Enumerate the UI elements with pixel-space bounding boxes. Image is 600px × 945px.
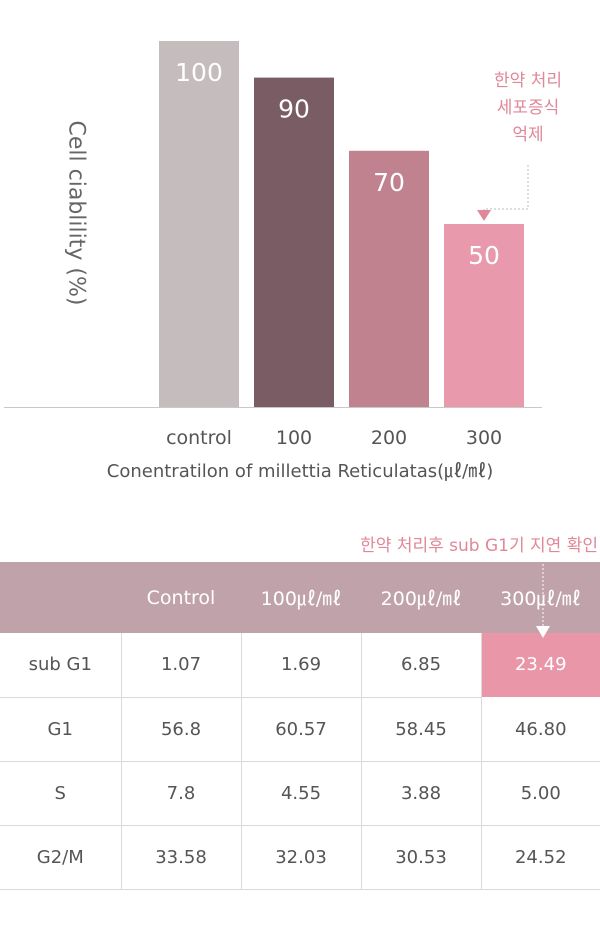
bar-200 (349, 150, 429, 408)
table-cell: 58.45 (361, 697, 482, 762)
header-cell (0, 562, 121, 633)
table-row: G1 56.8 60.57 58.45 46.80 (0, 697, 600, 762)
bar-chart: 100 control 90 100 70 200 50 300 Cell ciablilit… (4, 41, 588, 482)
header-cell: 100㎕/㎖ (260, 588, 342, 610)
x-tick-label: 200 (371, 427, 407, 449)
row-label: sub G1 (0, 633, 122, 698)
annotation-arrow-head (477, 210, 491, 221)
x-tick-label: 300 (466, 427, 502, 449)
header-cell: 300㎕/㎖ (500, 588, 581, 610)
highlighted-cell: 23.49 (481, 633, 600, 698)
table-annotation: 한약 처리후 sub G1기 지연 확인 (360, 536, 598, 556)
cell-cycle-table: Control 100㎕/㎖ 200㎕/㎖ 300㎕/㎖ sub G1 1.07… (0, 562, 600, 890)
chart-svg: 100 control 90 100 70 200 50 300 (4, 41, 542, 449)
bar-100 (254, 77, 334, 407)
table-cell: 56.8 (121, 697, 242, 762)
table-cell: 32.03 (241, 825, 362, 890)
chart-annotation-line: 세포증식 (496, 98, 560, 118)
table-cell: 33.58 (121, 825, 242, 890)
table-cell: 1.07 (121, 633, 242, 698)
bar-300 (444, 224, 524, 407)
annotation-pointer-line (483, 165, 529, 210)
row-label: G2/M (0, 825, 122, 890)
bar-value-label: 100 (175, 58, 223, 87)
y-axis-label: Cell ciablility (%) (63, 120, 89, 306)
table-cell: 4.55 (241, 761, 362, 826)
table-cell: 30.53 (361, 825, 482, 890)
table-cell: 3.88 (361, 761, 482, 826)
table-row: G2/M 33.58 32.03 30.53 24.52 (0, 825, 600, 890)
table-cell: 1.69 (241, 633, 362, 698)
bar-control (159, 41, 239, 407)
header-cell: 200㎕/㎖ (380, 588, 462, 610)
table-row: S 7.8 4.55 3.88 5.00 (0, 761, 600, 826)
table-cell: 60.57 (241, 697, 362, 762)
bar-value-label: 50 (468, 241, 500, 270)
row-label: S (0, 761, 122, 826)
chart-annotation: 한약 처리 세포증식 억제 (468, 68, 588, 149)
header-cell: Control (146, 586, 216, 609)
row-label: G1 (0, 697, 122, 762)
x-tick-label: 100 (276, 427, 312, 449)
chart-annotation-line: 한약 처리 (494, 71, 562, 91)
table-cell: 5.00 (481, 761, 600, 826)
table-cell: 6.85 (361, 633, 482, 698)
x-axis-label: Conentratilon of millettia Reticulatas(㎕… (106, 461, 494, 482)
x-tick-label: control (166, 427, 232, 449)
table-cell: 24.52 (481, 825, 600, 890)
table-cell: 46.80 (481, 697, 600, 762)
table-row: sub G1 1.07 1.69 6.85 23.49 (0, 633, 600, 698)
bar-value-label: 90 (278, 95, 310, 124)
table-header-row: Control 100㎕/㎖ 200㎕/㎖ 300㎕/㎖ (0, 562, 600, 633)
table-cell: 7.8 (121, 761, 242, 826)
chart-annotation-line: 억제 (512, 125, 544, 145)
bar-value-label: 70 (373, 168, 405, 197)
